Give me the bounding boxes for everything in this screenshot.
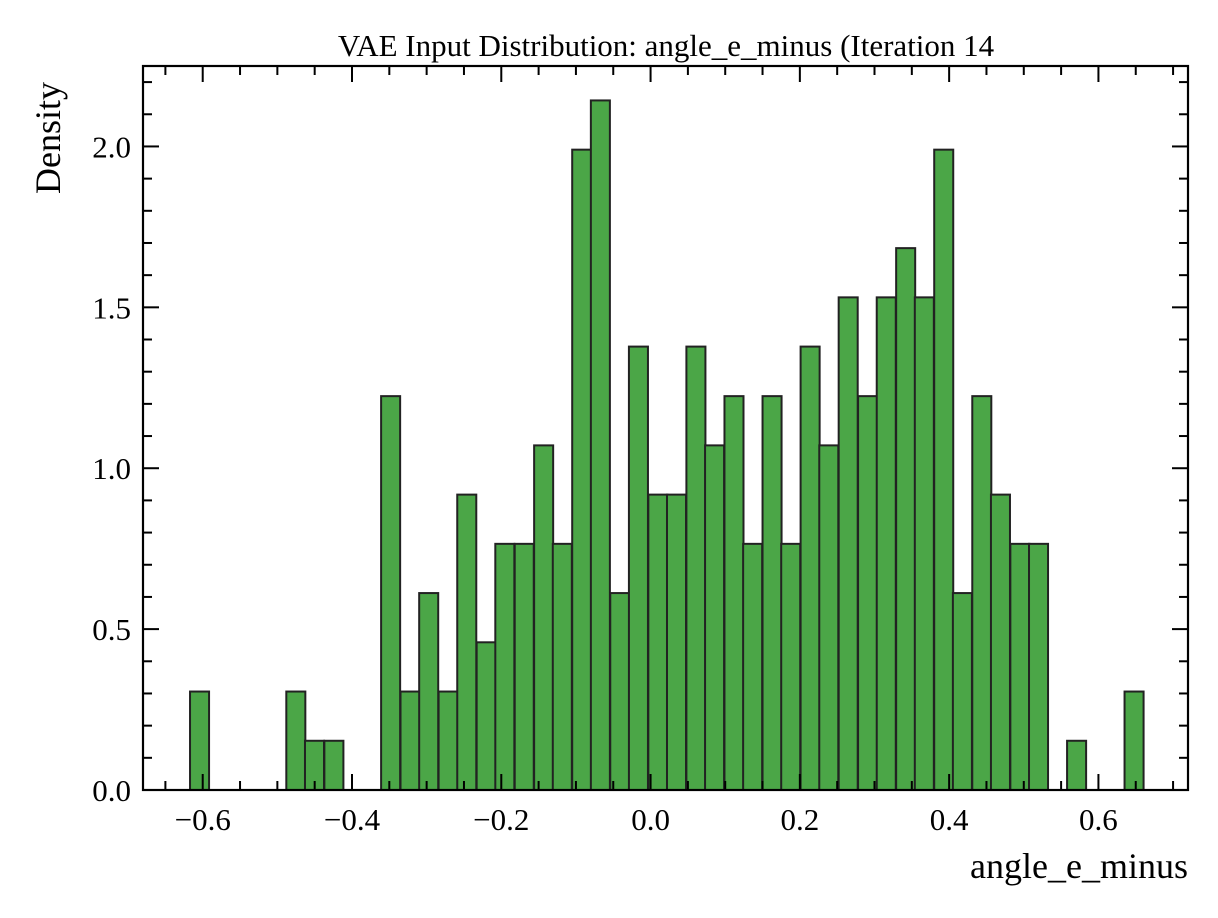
histogram-bar-7 <box>437 690 459 791</box>
histogram-bar-37 <box>1009 542 1031 792</box>
y-tick-label: 0.0 <box>92 773 131 808</box>
histogram-bar-14 <box>571 148 593 792</box>
histogram-bar-33 <box>933 148 955 792</box>
histogram-bar-0 <box>189 690 211 791</box>
x-tick-label: 0.2 <box>780 802 819 837</box>
histogram-bar-34 <box>951 592 973 791</box>
plot-frame <box>141 64 1190 792</box>
x-axis-label: angle_e_minus <box>970 846 1188 886</box>
histogram-bar-13 <box>551 542 573 792</box>
histogram-bar-22 <box>723 395 745 791</box>
y-tick-label: 1.5 <box>92 290 131 325</box>
histogram-bar-11 <box>513 542 535 792</box>
histogram-bar-25 <box>780 542 802 792</box>
histogram-bar-9 <box>475 641 497 791</box>
histogram-bar-8 <box>456 493 478 791</box>
histogram-bar-10 <box>494 542 516 792</box>
y-tick-label: 1.0 <box>92 451 131 486</box>
histogram-bar-35 <box>971 395 993 791</box>
histogram-bar-32 <box>913 296 935 791</box>
histogram-bar-17 <box>627 345 649 791</box>
histogram-bar-3 <box>323 739 345 792</box>
histogram-bars <box>189 99 1145 792</box>
histogram-bar-40 <box>1123 690 1145 791</box>
histogram-bar-20 <box>685 345 707 791</box>
histogram-bar-5 <box>399 690 421 791</box>
x-tick-label: 0.6 <box>1079 802 1118 837</box>
histogram-bar-1 <box>285 690 307 791</box>
histogram-bar-29 <box>857 395 879 791</box>
histogram-bar-16 <box>609 592 631 791</box>
histogram-bar-28 <box>837 296 859 791</box>
histogram-bar-19 <box>665 493 688 791</box>
histogram-bar-27 <box>818 444 840 791</box>
histogram-bar-12 <box>533 444 555 791</box>
x-tick-label: −0.4 <box>324 802 381 837</box>
histogram-bar-4 <box>380 395 402 791</box>
histogram-bar-15 <box>589 99 611 792</box>
histogram-bar-39 <box>1066 739 1088 792</box>
x-tick-label: −0.6 <box>175 802 231 837</box>
y-tick-label: 0.5 <box>92 612 131 647</box>
histogram-bar-30 <box>875 296 897 791</box>
histogram-bar-23 <box>742 542 764 792</box>
histogram-bar-26 <box>799 345 821 791</box>
y-axis-label: Density <box>28 82 68 194</box>
histogram-bar-31 <box>895 247 917 791</box>
x-tick-label: −0.2 <box>473 802 529 837</box>
histogram-bar-38 <box>1028 542 1050 792</box>
histogram-bar-18 <box>647 493 669 791</box>
histogram-bar-36 <box>989 493 1011 791</box>
x-tick-label: 0.4 <box>930 802 969 837</box>
histogram-bar-24 <box>761 395 783 791</box>
histogram-bar-6 <box>418 592 440 791</box>
axis-tick-labels: −0.6 −0.4 −0.2 0.0 0.2 0.4 0.6 0.0 0.5 1.0 1.5 2.0 <box>92 129 1118 837</box>
x-tick-label: 0.0 <box>631 802 670 837</box>
y-tick-label: 2.0 <box>92 129 131 164</box>
histogram-bar-21 <box>704 444 726 791</box>
chart-title: VAE Input Distribution: angle_e_minus (I… <box>338 28 995 63</box>
